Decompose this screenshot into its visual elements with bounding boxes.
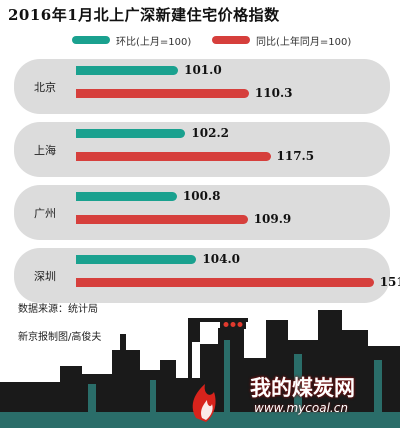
- bar-yoy: [76, 278, 374, 287]
- value-label-mom: 102.2: [191, 126, 229, 140]
- bar-mom: [76, 192, 177, 201]
- value-label-yoy: 151.9: [379, 275, 400, 289]
- city-label: 广州: [34, 207, 56, 220]
- legend-label-yoy: 同比(上年同月=100): [256, 36, 352, 48]
- bar-yoy: [76, 89, 249, 98]
- chart-credit: 新京报制图/高俊夫: [18, 332, 102, 343]
- bar-mom: [76, 129, 186, 138]
- legend-item-yoy: 同比(上年同月=100): [212, 33, 352, 48]
- legend-swatch-yoy: [212, 36, 250, 44]
- legend-label-mom: 环比(上月=100): [116, 36, 192, 48]
- bar-mom: [76, 66, 179, 75]
- city-label: 上海: [34, 144, 56, 157]
- value-label-mom: 100.8: [182, 189, 221, 203]
- bar-yoy: [76, 215, 248, 224]
- data-source: 数据来源：统计局: [18, 304, 98, 315]
- legend-item-mom: 环比(上月=100): [72, 33, 192, 48]
- bar-yoy: [76, 152, 271, 161]
- value-label-yoy: 109.9: [253, 212, 292, 226]
- value-label-mom: 104.0: [202, 252, 240, 266]
- city-skyline-illustration: [0, 310, 400, 428]
- value-label-yoy: 117.5: [276, 149, 315, 163]
- watermark-text: 我的煤炭网: [250, 376, 355, 400]
- value-label-mom: 101.0: [184, 63, 222, 77]
- chart-legend: 环比(上月=100) 同比(上年同月=100): [0, 33, 400, 48]
- city-label: 深圳: [34, 270, 56, 283]
- city-label: 北京: [34, 81, 56, 94]
- value-label-yoy: 110.3: [254, 86, 293, 100]
- chart-title: 2016年1月北上广深新建住宅价格指数: [8, 6, 280, 24]
- watermark-url: www.mycoal.cn: [254, 401, 348, 415]
- legend-swatch-mom: [72, 36, 110, 44]
- bar-mom: [76, 255, 197, 264]
